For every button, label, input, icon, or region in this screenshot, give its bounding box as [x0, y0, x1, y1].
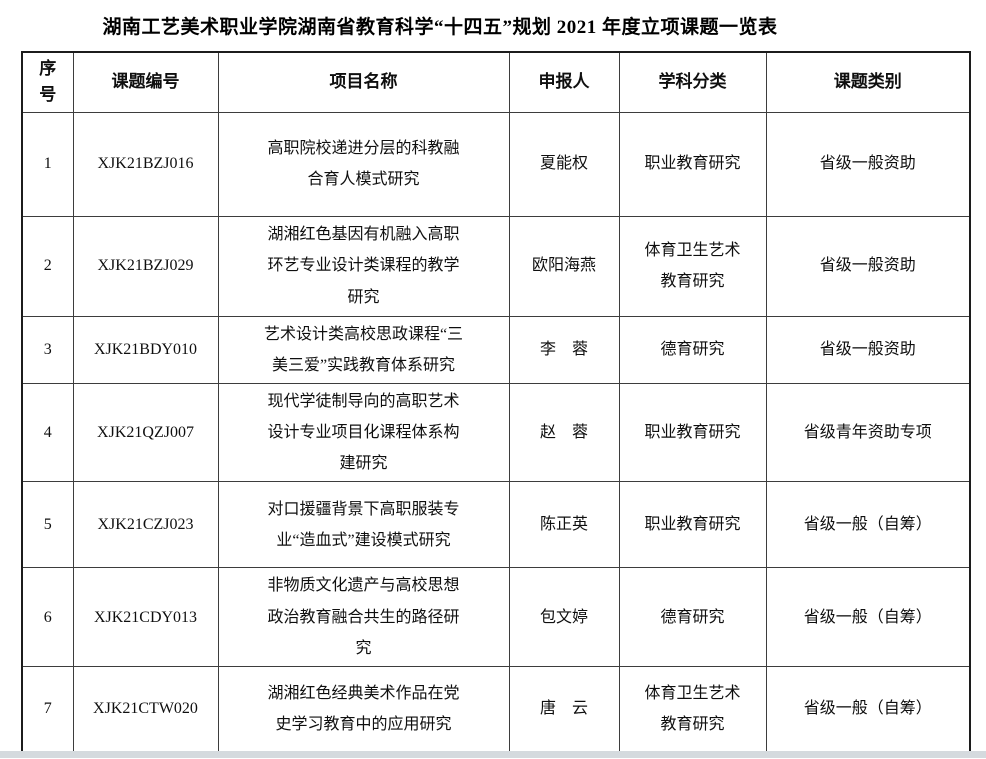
cell-category: 省级一般（自筹）	[765, 481, 971, 569]
cell-project-name: 艺术设计类高校思政课程“三美三爱”实践教育体系研究	[217, 315, 510, 384]
cell-subject: 职业教育研究	[618, 382, 767, 483]
cell-applicant: 欧阳海燕	[508, 215, 620, 317]
cell-category: 省级一般资助	[765, 215, 971, 317]
project-list-table: 序号 课题编号 项目名称 申报人 学科分类 课题类别 1 XJK21BZJ016…	[21, 51, 971, 753]
cell-serial: 6	[21, 567, 74, 667]
header-subject: 学科分类	[618, 51, 767, 113]
cell-serial: 7	[21, 666, 74, 752]
cell-category: 省级一般（自筹）	[765, 666, 971, 752]
header-serial: 序号	[21, 51, 74, 113]
cell-category: 省级一般资助	[765, 315, 971, 384]
cell-subject: 德育研究	[618, 315, 767, 384]
table-row: 3 XJK21BDY010 艺术设计类高校思政课程“三美三爱”实践教育体系研究 …	[21, 315, 971, 384]
cell-project-code: XJK21QZJ007	[72, 382, 219, 483]
cell-subject: 德育研究	[618, 567, 767, 667]
table-row: 6 XJK21CDY013 非物质文化遗产与高校思想政治教育融合共生的路径研究 …	[21, 567, 971, 667]
cell-project-code: XJK21BDY010	[72, 315, 219, 384]
table-body: 1 XJK21BZJ016 高职院校递进分层的科教融合育人模式研究 夏能权 职业…	[21, 111, 971, 752]
table-row: 7 XJK21CTW020 湖湘红色经典美术作品在党史学习教育中的应用研究 唐 …	[21, 666, 971, 752]
cell-applicant: 包文婷	[508, 567, 620, 667]
cell-project-name: 对口援疆背景下高职服装专业“造血式”建设模式研究	[217, 481, 510, 569]
table-row: 1 XJK21BZJ016 高职院校递进分层的科教融合育人模式研究 夏能权 职业…	[21, 111, 971, 217]
cell-subject: 体育卫生艺术教育研究	[618, 215, 767, 317]
cell-applicant: 赵 蓉	[508, 382, 620, 483]
cell-project-code: XJK21CZJ023	[72, 481, 219, 569]
header-applicant: 申报人	[508, 51, 620, 113]
cell-project-code: XJK21BZJ016	[72, 111, 219, 217]
cell-project-name: 现代学徒制导向的高职艺术设计专业项目化课程体系构建研究	[217, 382, 510, 483]
cell-project-name: 高职院校递进分层的科教融合育人模式研究	[217, 111, 510, 217]
cell-project-name: 湖湘红色经典美术作品在党史学习教育中的应用研究	[217, 666, 510, 752]
cell-serial: 5	[21, 481, 74, 569]
table-header: 序号 课题编号 项目名称 申报人 学科分类 课题类别	[21, 51, 971, 113]
header-project-code: 课题编号	[72, 51, 219, 113]
cell-applicant: 李 蓉	[508, 315, 620, 384]
cell-serial: 2	[21, 215, 74, 317]
cell-subject: 职业教育研究	[618, 111, 767, 217]
page-title: 湖南工艺美术职业学院湖南省教育科学“十四五”规划 2021 年度立项课题一览表	[102, 17, 778, 38]
cell-applicant: 唐 云	[508, 666, 620, 752]
viewer-bottom-edge	[0, 751, 986, 758]
cell-serial: 3	[21, 315, 74, 384]
header-project-name: 项目名称	[217, 51, 510, 113]
cell-serial: 1	[21, 111, 74, 217]
cell-project-code: XJK21BZJ029	[72, 215, 219, 317]
cell-project-name: 非物质文化遗产与高校思想政治教育融合共生的路径研究	[217, 567, 510, 667]
cell-project-code: XJK21CDY013	[72, 567, 219, 667]
cell-serial: 4	[21, 382, 74, 483]
cell-applicant: 陈正英	[508, 481, 620, 569]
table-row: 4 XJK21QZJ007 现代学徒制导向的高职艺术设计专业项目化课程体系构建研…	[21, 382, 971, 483]
table-row: 5 XJK21CZJ023 对口援疆背景下高职服装专业“造血式”建设模式研究 陈…	[21, 481, 971, 569]
cell-project-code: XJK21CTW020	[72, 666, 219, 752]
header-category: 课题类别	[765, 51, 971, 113]
cell-project-name: 湖湘红色基因有机融入高职环艺专业设计类课程的教学研究	[217, 215, 510, 317]
cell-category: 省级一般资助	[765, 111, 971, 217]
table-row: 2 XJK21BZJ029 湖湘红色基因有机融入高职环艺专业设计类课程的教学研究…	[21, 215, 971, 317]
cell-category: 省级青年资助专项	[765, 382, 971, 483]
cell-subject: 职业教育研究	[618, 481, 767, 569]
cell-applicant: 夏能权	[508, 111, 620, 217]
cell-subject: 体育卫生艺术教育研究	[618, 666, 767, 752]
cell-category: 省级一般（自筹）	[765, 567, 971, 667]
header-row: 序号 课题编号 项目名称 申报人 学科分类 课题类别	[21, 51, 971, 113]
